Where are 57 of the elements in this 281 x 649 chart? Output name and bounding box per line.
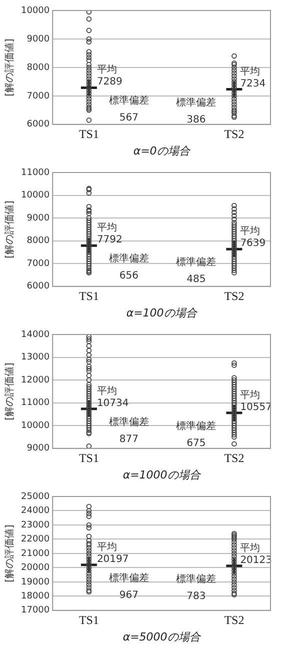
x-tick-label: TS1 <box>78 288 99 303</box>
annotation: 標準偏差 386 <box>176 96 216 126</box>
y-tick-label: 14000 <box>20 330 50 340</box>
y-tick-label: 13000 <box>20 352 50 363</box>
x-axis-title: α=100の場合 <box>126 306 198 320</box>
y-tick-label: 17000 <box>20 606 50 616</box>
annotation: 平均 7792 <box>96 222 122 246</box>
y-tick-label: 8000 <box>26 236 50 246</box>
y-axis-title: [解の評価値] <box>4 200 16 258</box>
y-tick-label: 18000 <box>20 592 50 602</box>
annotation: 平均 7234 <box>240 65 266 90</box>
y-tick-label: 9000 <box>26 34 50 44</box>
y-tick-label: 9000 <box>26 444 50 454</box>
y-tick-label: 8000 <box>26 62 50 73</box>
x-axis-title: α=5000の場合 <box>122 630 202 644</box>
x-axis-title: α=0の場合 <box>133 144 191 158</box>
y-tick-label: 25000 <box>20 492 50 502</box>
y-axis-title: [解の評価値] <box>4 38 16 96</box>
y-tick-label: 23000 <box>20 520 50 530</box>
annotation: 平均 10557 <box>240 388 272 413</box>
y-tick-label: 11000 <box>20 168 50 178</box>
annotation: 平均 10734 <box>96 384 129 409</box>
x-tick-label: TS2 <box>224 126 244 141</box>
y-tick-label: 24000 <box>20 506 50 516</box>
annotation: 平均 7289 <box>96 64 122 88</box>
x-tick-label: TS1 <box>78 450 99 465</box>
y-tick-label: 7000 <box>26 258 50 269</box>
y-tick-label: 20000 <box>20 563 50 574</box>
y-tick-label: 7000 <box>26 91 50 102</box>
x-tick-label: TS2 <box>224 450 244 465</box>
y-axis-title: [解の評価値] <box>4 524 16 582</box>
y-axis-title: [解の評価値] <box>4 362 16 420</box>
y-tick-label: 21000 <box>20 548 50 559</box>
y-tick-label: 9000 <box>26 213 50 224</box>
x-axis-title: α=1000の場合 <box>122 468 202 482</box>
y-tick-label: 10000 <box>20 190 50 201</box>
y-tick-label: 6000 <box>26 282 50 292</box>
y-tick-label: 6000 <box>26 120 50 130</box>
y-tick-label: 10000 <box>20 6 50 16</box>
x-tick-label: TS1 <box>78 612 99 627</box>
annotation: 標準偏差 656 <box>108 252 149 282</box>
annotation: 平均 7639 <box>240 225 266 250</box>
x-tick-label: TS1 <box>78 126 99 141</box>
annotation: 標準偏差 783 <box>176 572 216 602</box>
annotation: 標準偏差 485 <box>176 256 216 286</box>
annotation: 標準偏差 567 <box>108 94 149 124</box>
y-tick-label: 19000 <box>20 577 50 588</box>
y-tick-label: 12000 <box>20 375 50 386</box>
annotation: 標準偏差 877 <box>108 416 149 445</box>
x-tick-label: TS2 <box>224 288 244 303</box>
annotation: 標準偏差 967 <box>108 572 149 601</box>
y-tick-label: 11000 <box>20 398 50 408</box>
y-tick-label: 10000 <box>20 420 50 431</box>
x-tick-label: TS2 <box>224 612 244 627</box>
annotation: 平均 20197 <box>96 540 129 565</box>
annotation: 標準偏差 675 <box>176 420 216 449</box>
y-tick-label: 22000 <box>20 534 50 545</box>
